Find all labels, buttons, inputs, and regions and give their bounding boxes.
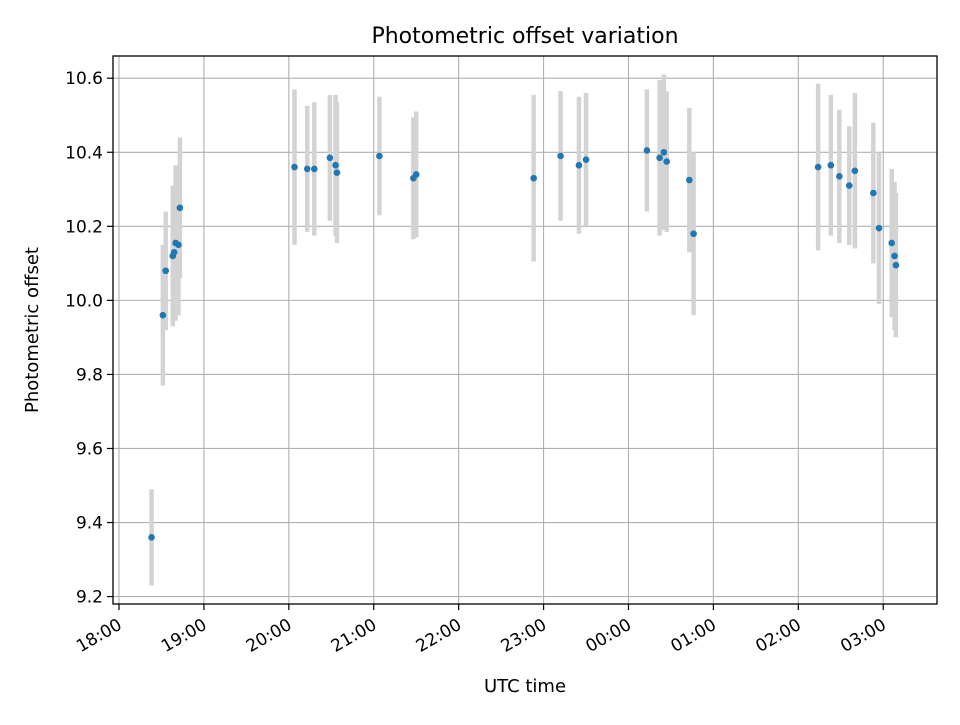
chart-title: Photometric offset variation	[371, 24, 678, 49]
data-point	[891, 252, 898, 260]
data-point	[303, 165, 311, 173]
data-point	[333, 169, 341, 176]
data-point	[660, 148, 668, 156]
data-point	[159, 311, 167, 319]
data-point	[170, 248, 178, 256]
data-point	[326, 154, 334, 162]
y-axis-label: Photometric offset	[22, 247, 43, 413]
data-point	[148, 534, 155, 541]
y-tick-label: 9.6	[76, 439, 103, 459]
data-point	[412, 171, 420, 178]
data-point	[332, 161, 339, 169]
y-tick-label: 10.2	[65, 217, 103, 237]
data-point	[582, 156, 590, 163]
data-point	[686, 176, 693, 184]
y-tick-label: 9.2	[76, 588, 103, 608]
data-point	[530, 174, 537, 182]
data-point	[851, 167, 859, 175]
grid-layer	[113, 56, 937, 604]
y-tick-label: 10.4	[65, 143, 103, 163]
y-tick-label: 9.4	[76, 514, 103, 534]
y-tick-label: 10.0	[65, 291, 103, 311]
data-point	[836, 173, 843, 180]
data-point	[845, 182, 853, 189]
data-point	[892, 261, 900, 269]
plot-frame	[112, 55, 938, 605]
data-point	[557, 152, 564, 160]
data-point	[311, 165, 318, 173]
point-layer	[148, 147, 900, 541]
data-point	[656, 154, 663, 162]
data-point	[814, 163, 822, 171]
data-point	[888, 239, 896, 247]
data-point	[291, 163, 298, 171]
data-point	[663, 158, 670, 165]
data-point	[875, 224, 883, 232]
data-point	[643, 147, 651, 154]
data-point	[575, 161, 583, 169]
data-point	[870, 189, 877, 197]
data-point	[376, 152, 383, 160]
data-point	[176, 204, 184, 212]
data-point	[690, 230, 697, 238]
y-tick-label: 9.8	[76, 365, 103, 385]
data-point	[175, 241, 182, 249]
data-point	[162, 267, 170, 275]
data-point	[827, 161, 835, 169]
x-axis-label: UTC time	[484, 676, 566, 697]
y-tick-label: 10.6	[65, 69, 103, 89]
